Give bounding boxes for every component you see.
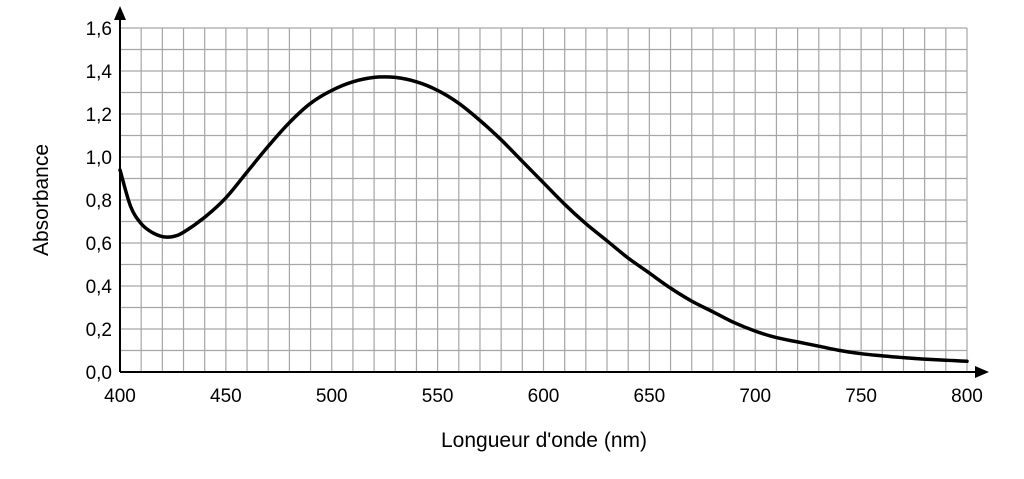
y-tick-label: 0,2 [86, 320, 112, 341]
x-tick-label: 400 [104, 386, 136, 407]
absorbance-curve [118, 75, 969, 364]
y-tick-labels: 0,0 0,2 0,4 0,6 0,8 1,0 1,2 1,4 1,6 [86, 19, 113, 384]
y-axis-title: Absorbance [30, 144, 53, 256]
y-tick-label: 0,6 [86, 234, 112, 255]
y-tick-label: 0,8 [86, 191, 112, 212]
y-tick-label: 0,4 [86, 277, 113, 298]
x-tick-label: 800 [951, 386, 983, 407]
y-tick-label: 1,0 [86, 148, 112, 169]
x-tick-label: 700 [739, 386, 771, 407]
y-tick-label: 1,2 [86, 105, 112, 126]
x-tick-labels: 400 450 500 550 600 650 700 750 800 [104, 386, 983, 407]
x-tick-label: 550 [422, 386, 454, 407]
grid [119, 27, 968, 373]
x-tick-label: 650 [634, 386, 666, 407]
y-tick-label: 1,6 [86, 19, 112, 40]
x-tick-label: 500 [316, 386, 348, 407]
y-axis-arrow [114, 6, 126, 20]
axes [114, 6, 989, 378]
x-axis-title: Longueur d'onde (nm) [441, 429, 647, 452]
y-tick-label: 1,4 [86, 62, 113, 83]
x-axis-arrow [975, 366, 989, 378]
y-tick-label: 0,0 [86, 363, 112, 384]
x-tick-label: 450 [210, 386, 242, 407]
x-tick-label: 750 [845, 386, 877, 407]
x-tick-label: 600 [528, 386, 560, 407]
